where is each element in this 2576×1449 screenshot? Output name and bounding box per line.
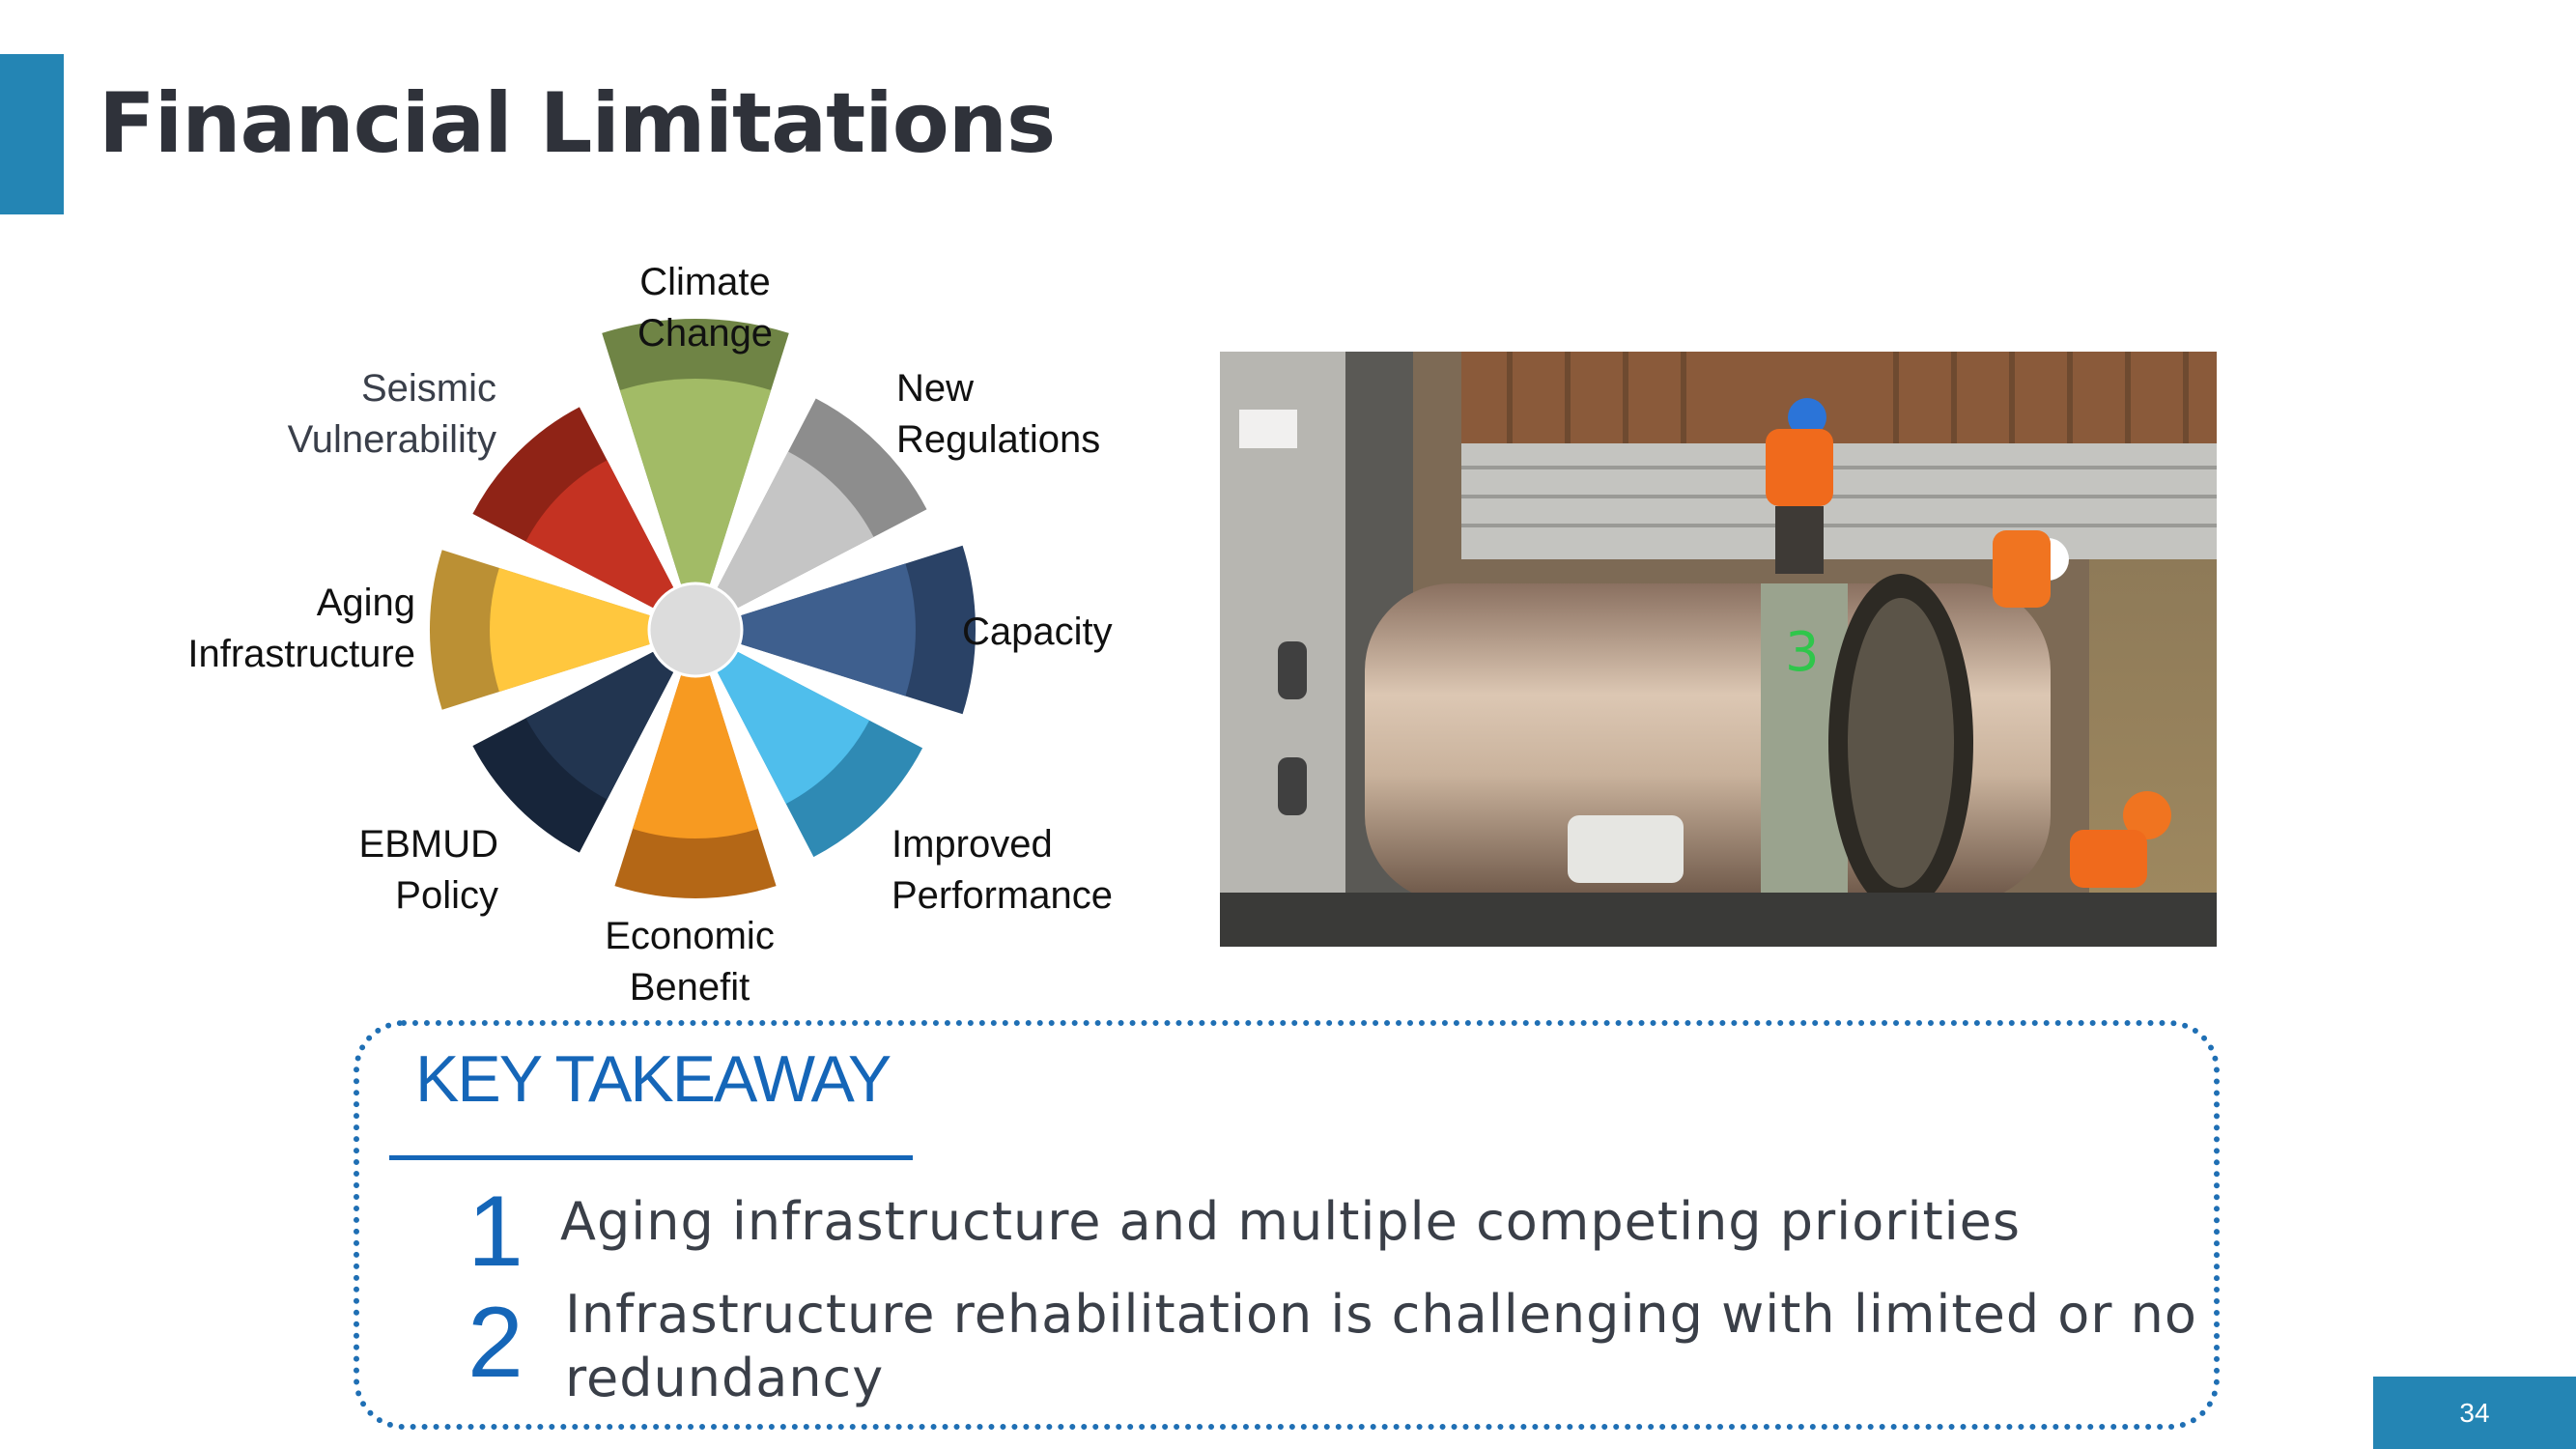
wheel-segment-inner (525, 460, 695, 630)
svg-text:3: 3 (1785, 621, 1820, 684)
wheel-label: EBMUD Policy (359, 823, 498, 917)
wheel-segment-inner (619, 378, 772, 630)
key-takeaway-heading: KEY TAKEAWAY (415, 1042, 892, 1116)
takeaway-item-1: Aging infrastructure and multiple compet… (560, 1191, 2021, 1252)
title-accent-bar (0, 54, 64, 214)
wheel-segment-inner (490, 567, 695, 693)
wheel-label: Improved Performance (892, 823, 1113, 917)
wheel-segment-inner (695, 451, 874, 630)
takeaway-item-2: Infrastructure rehabilitation is challen… (565, 1283, 2197, 1410)
wheel-label: Capacity (962, 611, 1113, 653)
wheel-segment-inner (695, 630, 870, 805)
priorities-wheel: Climate Change New Regulations Capacity Impro… (187, 261, 1113, 1009)
wheel-hub (647, 582, 744, 678)
takeaway-number-1: 1 (467, 1176, 524, 1288)
page-title: Financial Limitations (99, 75, 1056, 172)
key-takeaway-underline (389, 1155, 913, 1160)
photo-illustration: 3 (1220, 352, 2217, 947)
takeaway-item-2-line-2: redundancy (565, 1348, 885, 1408)
wheel-label: Seismic Vulnerability (288, 367, 496, 461)
takeaway-number-2: 2 (467, 1287, 524, 1399)
wheel-segment-inner (633, 630, 758, 839)
page-number: 34 (2373, 1377, 2576, 1449)
wheel-label: New Regulations (896, 367, 1100, 461)
key-takeaway-box (354, 1020, 2220, 1430)
takeaway-item-2-line-1: Infrastructure rehabilitation is challen… (565, 1284, 2197, 1345)
wheel-label: Climate Change (637, 261, 773, 355)
pipe-installation-photo: 3 (1220, 352, 2217, 947)
wheel-label: Economic Benefit (605, 915, 775, 1009)
wheel-label: Aging Infrastructure (187, 582, 415, 675)
wheel-segment-inner (695, 563, 916, 696)
wheel-segment-inner (525, 630, 695, 800)
